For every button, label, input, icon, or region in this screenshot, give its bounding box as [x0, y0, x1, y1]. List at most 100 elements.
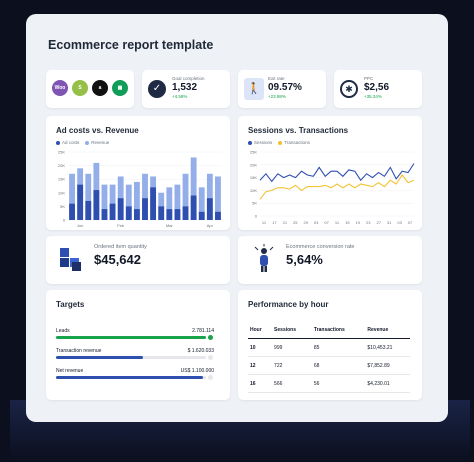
targets-card: Targets Leads 2.781.114 Transaction revenu…	[46, 290, 230, 400]
sheets-icon: ▦	[112, 80, 128, 96]
bar-ad-costs	[166, 209, 173, 220]
bar-revenue	[182, 173, 189, 220]
performance-card: Performance by hour Hour Sessions Transact…	[238, 290, 422, 400]
kpi-label: PPC	[364, 76, 374, 81]
y-tick-label: 15K	[250, 175, 257, 180]
table-cell: $4,230.01	[365, 374, 410, 393]
x-tick-label: 23	[366, 220, 371, 225]
kpi-ppc: ✱ PPC $2,56 +35.34%	[334, 70, 422, 108]
table-cell: 566	[272, 374, 312, 393]
bar-revenue	[101, 184, 108, 220]
bar-ad-costs	[206, 198, 213, 220]
progress-track	[56, 336, 206, 339]
x-tick-label: Jun	[77, 223, 83, 228]
bar-ad-costs	[117, 198, 124, 220]
target-row: Leads 2.781.114	[56, 328, 214, 340]
target-name: Leads	[56, 328, 70, 334]
x-tick-label: 29	[303, 220, 308, 225]
table-cell: 12	[248, 356, 273, 375]
click-target-icon: ✱	[340, 80, 358, 98]
y-tick-label: 10K	[250, 188, 257, 193]
x-tick-label: 25	[293, 220, 298, 225]
y-tick-label: 20K	[250, 162, 257, 167]
kpi-label: Goal completion	[172, 76, 205, 81]
y-tick-label: 20K	[58, 163, 65, 168]
chart-title: Sessions vs. Transactions	[248, 126, 349, 135]
progress-track	[56, 376, 206, 379]
bar-revenue	[85, 173, 92, 220]
x-tick-label: Feb	[117, 223, 125, 228]
y-tick-label: 10K	[58, 190, 65, 195]
kpi-delta: +4.58%	[172, 94, 188, 99]
table-cell: 10	[248, 338, 273, 357]
y-tick-label: 0	[255, 214, 258, 219]
conversion-label: Ecommerce conversion rate	[286, 244, 355, 250]
table-cell: 722	[272, 356, 312, 375]
bar-revenue	[198, 187, 205, 220]
table-cell: 999	[272, 338, 312, 357]
progress-track	[56, 356, 206, 359]
bar-revenue	[206, 173, 213, 220]
table-cell: $10,453.21	[365, 338, 410, 357]
ordered-quantity-card: Ordered item quantity $45,642	[46, 236, 230, 284]
column-header: Revenue	[365, 324, 410, 339]
bar-revenue	[158, 192, 165, 220]
bar-revenue	[215, 176, 221, 220]
amazon-icon: a	[92, 80, 108, 96]
bar-revenue	[166, 187, 173, 220]
y-tick-label: 25K	[58, 150, 65, 155]
x-tick-label: 03	[314, 220, 319, 225]
bar-revenue	[190, 157, 197, 220]
column-header: Transactions	[311, 324, 366, 339]
table-cell: 68	[311, 356, 366, 375]
target-row: Net revenue US$ 1.100.000	[56, 368, 214, 380]
x-tick-label: 11	[262, 220, 267, 225]
table-row: 10 999 85 $10,453.21	[248, 338, 410, 357]
y-tick-label: 0	[63, 218, 66, 223]
progress-knob	[208, 375, 213, 380]
bar-ad-costs	[182, 206, 189, 220]
kpi-value: 09.57%	[268, 82, 302, 93]
performance-table: Hour Sessions Transactions Revenue 10 999 85 $…	[248, 324, 410, 393]
bar-ad-costs	[125, 206, 132, 220]
x-tick-label: 07	[324, 220, 329, 225]
bar-ad-costs	[101, 209, 108, 220]
y-tick-label: 5K	[252, 201, 257, 206]
y-tick-label: 5K	[60, 204, 65, 209]
bar-ad-costs	[85, 200, 92, 220]
page-title: Ecommerce report template	[48, 38, 214, 52]
bar-revenue	[117, 176, 124, 220]
cubes-icon	[60, 248, 81, 271]
line-chart: 0 5K 10K 15K 20K 25K 11 17 21 25 29 03 07 11 15 19 23 27 3…	[250, 150, 415, 225]
sessions-chart-card: Sessions vs. Transactions Sessions Trans…	[238, 116, 422, 230]
progress-fill	[56, 376, 203, 379]
bar-ad-costs	[93, 190, 100, 220]
progress-knob	[208, 335, 213, 340]
kpi-delta: +23.98%	[268, 94, 286, 99]
bar-ad-costs	[109, 203, 116, 220]
legend-item: Transactions	[278, 140, 310, 145]
bar-ad-costs	[215, 211, 221, 220]
bar-revenue	[69, 173, 75, 220]
target-value: $ 1.620.033	[187, 348, 214, 354]
progress-fill	[56, 336, 206, 339]
bar-ad-costs	[190, 195, 197, 220]
x-tick-label: 19	[356, 220, 361, 225]
x-tick-label: 11	[335, 220, 340, 225]
bar-revenue	[142, 173, 148, 220]
performance-title: Performance by hour	[248, 300, 329, 309]
table-cell: $7,852.89	[365, 356, 410, 375]
target-name: Transaction revenue	[56, 348, 102, 354]
kpi-exit-rate: 🚶 Exit rate 09.57% +23.98%	[238, 70, 326, 108]
bar-ad-costs	[77, 184, 84, 220]
kpi-delta: +35.34%	[364, 94, 382, 99]
column-header: Sessions	[272, 324, 312, 339]
targets-title: Targets	[56, 300, 85, 309]
table-cell: 56	[311, 374, 366, 393]
bar-ad-costs	[150, 187, 157, 220]
bar-revenue	[174, 184, 181, 220]
bar-ad-costs	[198, 211, 205, 220]
ordered-label: Ordered item quantity	[94, 244, 147, 250]
